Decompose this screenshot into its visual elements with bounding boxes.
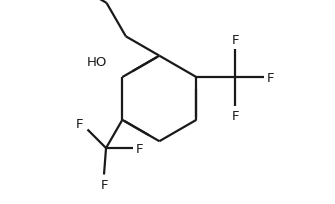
Text: F: F xyxy=(136,142,143,155)
Text: F: F xyxy=(231,33,239,46)
Text: F: F xyxy=(231,109,239,122)
Text: F: F xyxy=(100,178,108,191)
Text: F: F xyxy=(76,117,83,130)
Text: F: F xyxy=(267,71,274,84)
Text: HO: HO xyxy=(87,55,108,68)
